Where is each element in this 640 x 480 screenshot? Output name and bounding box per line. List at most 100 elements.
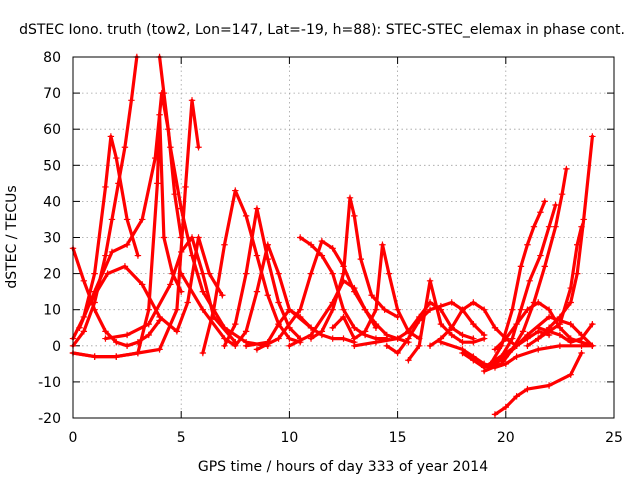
data-point <box>509 335 516 342</box>
data-point <box>199 288 207 295</box>
data-point <box>264 255 271 263</box>
data-point <box>535 335 542 342</box>
data-point <box>578 223 585 230</box>
data-point <box>232 342 239 349</box>
data-point <box>379 241 386 248</box>
data-point <box>535 346 542 353</box>
data-point <box>416 317 423 324</box>
data-point <box>102 335 109 342</box>
data-point <box>470 338 477 346</box>
data-point <box>530 299 538 306</box>
data-point <box>139 216 146 223</box>
data-point <box>498 353 505 360</box>
series-13 <box>242 306 358 349</box>
data-point <box>340 306 347 313</box>
series-line <box>244 308 356 348</box>
data-point <box>87 299 94 306</box>
data-point <box>491 346 499 353</box>
data-point <box>242 328 250 335</box>
series-line <box>179 243 313 348</box>
data-point <box>552 223 559 230</box>
data-point <box>145 306 152 313</box>
data-point <box>264 292 271 299</box>
data-point <box>426 277 434 285</box>
data-point <box>491 324 499 331</box>
data-point <box>134 349 142 357</box>
x-tick-label: 25 <box>605 430 623 446</box>
data-point <box>357 255 365 263</box>
data-point <box>480 335 488 342</box>
data-point <box>580 216 587 223</box>
data-point <box>160 89 168 97</box>
data-point <box>426 342 434 349</box>
data-point <box>219 292 226 299</box>
data-point <box>563 165 570 173</box>
data-point <box>123 331 131 339</box>
data-point <box>470 320 477 328</box>
data-point <box>470 353 477 360</box>
data-point <box>589 133 596 140</box>
data-point <box>156 313 163 321</box>
data-point <box>524 331 531 339</box>
data-point <box>361 328 369 335</box>
data-point <box>107 133 115 140</box>
x-tick-label: 20 <box>497 430 515 446</box>
x-tick-label: 10 <box>280 430 298 446</box>
data-point <box>156 346 163 353</box>
data-point <box>275 299 282 306</box>
data-point <box>509 306 516 313</box>
data-point <box>519 328 527 335</box>
data-point <box>113 338 120 346</box>
data-point <box>113 154 120 162</box>
data-point <box>524 241 531 248</box>
series-21 <box>405 277 488 364</box>
data-point <box>509 346 516 353</box>
data-point <box>448 299 455 306</box>
data-point <box>275 320 282 328</box>
data-point <box>297 306 304 313</box>
data-point <box>307 324 315 331</box>
data-point <box>275 335 282 342</box>
y-tick-label: 40 <box>43 194 61 210</box>
data-point <box>178 270 185 277</box>
data-point <box>385 270 393 277</box>
data-point <box>307 331 315 339</box>
data-point <box>552 201 559 209</box>
data-point <box>253 205 261 212</box>
y-tick-label: 80 <box>43 50 61 66</box>
y-tick-labels: -20 -10 0 10 20 30 40 50 60 70 80 <box>38 50 61 427</box>
data-point <box>361 306 369 313</box>
data-point <box>210 306 217 313</box>
series-30 <box>535 133 596 342</box>
data-point <box>383 331 390 339</box>
data-point <box>537 252 544 259</box>
y-tick-label: 0 <box>52 339 61 355</box>
data-point <box>426 306 434 313</box>
data-point <box>578 342 585 349</box>
data-point <box>513 353 520 360</box>
data-point <box>307 270 315 277</box>
data-point <box>491 364 499 371</box>
data-point <box>329 335 336 342</box>
data-point <box>80 277 88 285</box>
data-point <box>102 183 109 191</box>
data-point <box>145 320 152 328</box>
data-point <box>459 338 466 346</box>
data-point <box>368 292 375 299</box>
data-point <box>275 270 282 277</box>
data-point <box>242 270 250 277</box>
data-point <box>76 324 83 331</box>
data-point <box>556 331 564 339</box>
series-line <box>222 207 302 348</box>
data-point <box>535 324 542 331</box>
data-point <box>394 306 401 313</box>
series-29 <box>491 349 585 418</box>
data-point <box>297 313 304 321</box>
data-point <box>145 331 152 339</box>
y-tick-label: 50 <box>43 158 61 174</box>
y-tick-label: 20 <box>43 267 61 283</box>
y-tick-label: 60 <box>43 122 61 138</box>
data-point <box>491 411 499 418</box>
data-point <box>530 223 538 230</box>
data-point <box>253 288 261 295</box>
